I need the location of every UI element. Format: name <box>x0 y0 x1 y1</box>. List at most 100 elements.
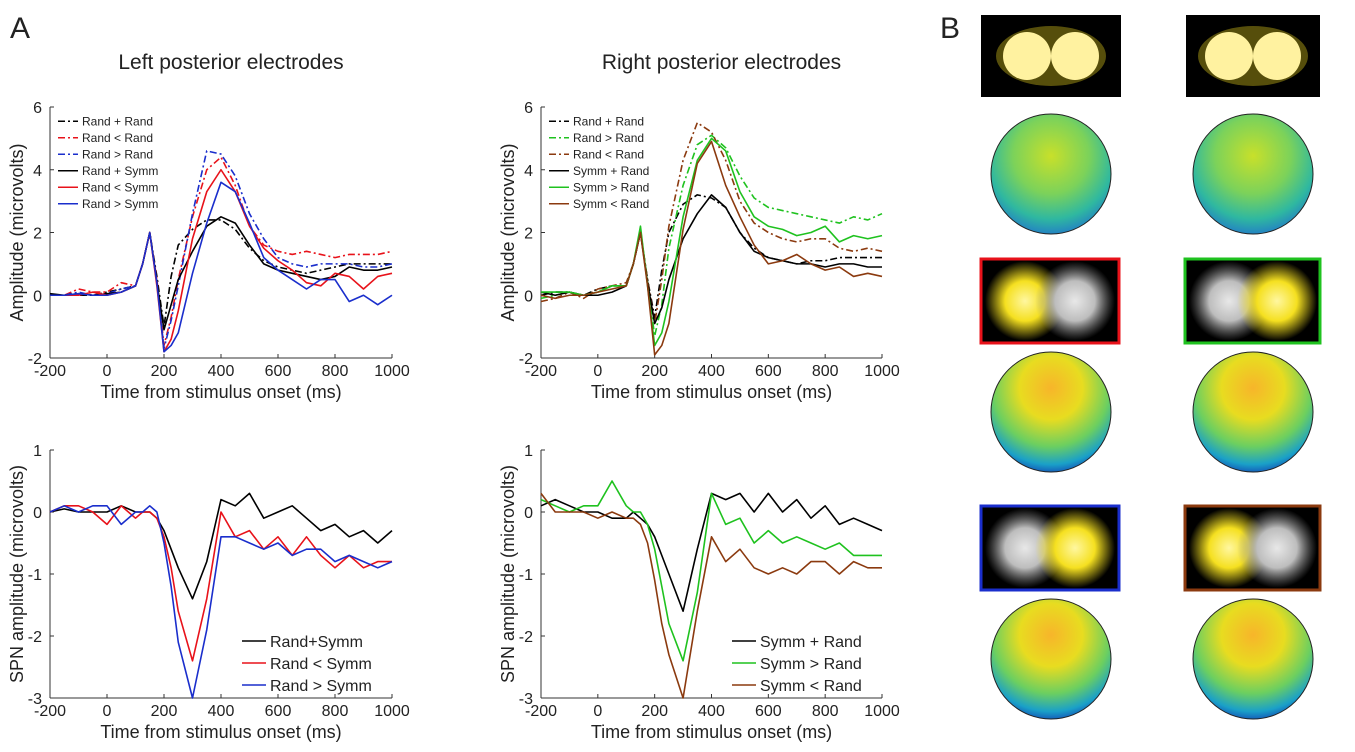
topomap <box>990 598 1112 720</box>
x-tick-label: 800 <box>812 363 839 380</box>
series-line <box>50 150 393 350</box>
topomap <box>1192 598 1314 720</box>
series-line <box>540 140 883 356</box>
y-tick-label: -1 <box>28 567 42 584</box>
x-tick-label: 0 <box>593 703 602 720</box>
x-tick-label: -200 <box>34 363 66 380</box>
x-tick-label: 800 <box>322 703 349 720</box>
topomap <box>1192 351 1314 473</box>
y-tick-label: -2 <box>28 629 42 646</box>
y-tick-label: -2 <box>519 629 533 646</box>
y-tick-label: 0 <box>524 288 533 305</box>
stimulus-dot <box>1035 508 1115 588</box>
chart-title: Right posterior electrodes <box>602 51 841 74</box>
series-line <box>50 156 393 347</box>
y-tick-label: 6 <box>524 100 533 117</box>
series-line <box>540 194 882 325</box>
y-axis-label: Amplitude (microvolts) <box>7 143 27 321</box>
legend-label: Rand < Symm <box>270 656 372 673</box>
y-tick-label: 1 <box>33 443 42 460</box>
x-tick-label: 600 <box>755 363 782 380</box>
legend-label: Rand > Symm <box>270 678 372 695</box>
stimulus-dot <box>1051 32 1099 80</box>
x-axis-label: Time from stimulus onset (ms) <box>591 722 832 742</box>
chart-title: Left posterior electrodes <box>118 51 343 74</box>
series-line <box>540 492 882 699</box>
x-tick-label: 1000 <box>374 703 410 720</box>
legend-label: Symm < Rand <box>760 678 862 695</box>
x-tick-label: 400 <box>698 703 725 720</box>
series-line <box>540 492 883 612</box>
legend-label: Rand > Rand <box>573 131 644 145</box>
y-tick-label: 2 <box>524 226 533 243</box>
y-tick-label: -3 <box>28 691 42 708</box>
legend-label: Rand+Symm <box>270 634 363 651</box>
x-tick-label: 0 <box>103 703 112 720</box>
legend-label: Rand + Rand <box>82 115 153 129</box>
legend-label: Symm + Rand <box>573 164 649 178</box>
series-line <box>540 121 883 325</box>
series-line <box>541 137 883 347</box>
x-tick-label: 1000 <box>864 703 900 720</box>
y-tick-label: 0 <box>33 288 42 305</box>
x-tick-label: -200 <box>34 703 66 720</box>
x-tick-label: 1000 <box>864 363 900 380</box>
stimulus-dot <box>1237 261 1317 341</box>
x-axis-label: Time from stimulus onset (ms) <box>100 382 341 402</box>
series-line <box>50 181 393 353</box>
x-axis-label: Time from stimulus onset (ms) <box>100 722 341 742</box>
x-tick-label: -200 <box>525 703 557 720</box>
y-tick-label: -1 <box>519 567 533 584</box>
y-axis-label: SPN amplitude (microvolts) <box>498 465 518 683</box>
y-axis-label: SPN amplitude (microvolts) <box>7 465 27 683</box>
x-axis-label: Time from stimulus onset (ms) <box>591 382 832 402</box>
legend-label: Rand < Rand <box>573 148 644 162</box>
series-line <box>540 480 882 662</box>
stimulus-dot <box>1003 32 1051 80</box>
series-line <box>49 216 393 331</box>
series-line <box>49 492 393 600</box>
legend-label: Symm > Rand <box>760 656 862 673</box>
x-tick-label: 800 <box>322 363 349 380</box>
series-line <box>49 505 393 699</box>
panel-label: B <box>940 12 960 45</box>
y-tick-label: 4 <box>524 163 533 180</box>
x-tick-label: 200 <box>641 363 668 380</box>
x-tick-label: 1000 <box>374 363 410 380</box>
x-tick-label: 0 <box>593 363 602 380</box>
x-tick-label: 600 <box>755 703 782 720</box>
legend-label: Symm + Rand <box>760 634 862 651</box>
y-tick-label: 4 <box>33 163 42 180</box>
stimulus-dot <box>1035 261 1115 341</box>
stimulus-dot <box>1237 508 1317 588</box>
y-tick-label: -2 <box>519 351 533 368</box>
topomap <box>990 113 1112 235</box>
panel-b <box>979 15 1322 720</box>
legend-label: Rand < Rand <box>82 131 153 145</box>
x-tick-label: 600 <box>265 363 292 380</box>
y-tick-label: 2 <box>33 226 42 243</box>
x-tick-label: 400 <box>698 363 725 380</box>
y-tick-label: 0 <box>33 505 42 522</box>
x-tick-label: 200 <box>641 703 668 720</box>
legend-label: Symm > Rand <box>573 181 649 195</box>
y-tick-label: -3 <box>519 691 533 708</box>
legend-label: Symm < Rand <box>573 197 649 211</box>
y-axis-label: Amplitude (microvolts) <box>498 143 518 321</box>
legend-label: Rand < Symm <box>82 181 158 195</box>
stimulus-dot <box>1253 32 1301 80</box>
y-tick-label: 1 <box>524 443 533 460</box>
legend-label: Rand > Rand <box>82 148 153 162</box>
x-tick-label: 0 <box>103 363 112 380</box>
y-tick-label: 0 <box>524 505 533 522</box>
series-line <box>540 194 882 319</box>
legend-label: Rand + Rand <box>573 115 644 129</box>
legend-label: Rand + Symm <box>82 164 158 178</box>
y-tick-label: 6 <box>33 100 42 117</box>
x-tick-label: 400 <box>208 703 235 720</box>
x-tick-label: 200 <box>151 363 178 380</box>
x-tick-label: -200 <box>525 363 557 380</box>
x-tick-label: 200 <box>151 703 178 720</box>
x-tick-label: 400 <box>208 363 235 380</box>
x-tick-label: 800 <box>812 703 839 720</box>
